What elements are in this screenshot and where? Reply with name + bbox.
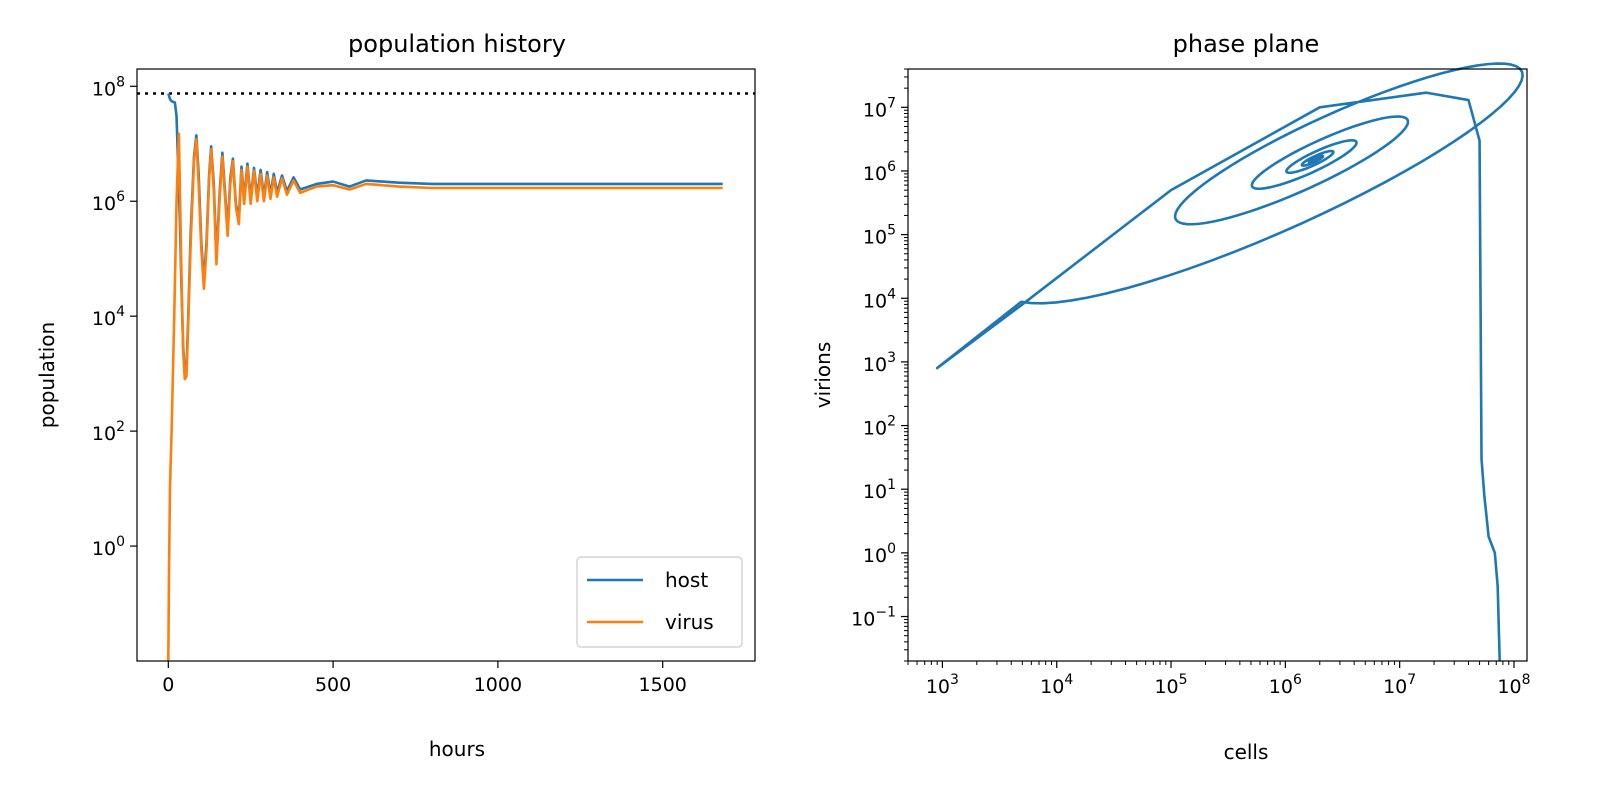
x-axis-label: cells <box>1224 740 1269 764</box>
x-tick-label: 500 <box>315 674 351 696</box>
legend: host virus <box>576 556 743 648</box>
plot-area: 103 104 105 106 107 108 10−1 100 101 102 103 104 105… <box>851 62 1531 698</box>
chart-title: population history <box>348 30 566 58</box>
x-tick-label: 107 <box>1383 672 1416 698</box>
x-tick-label: 103 <box>926 672 959 698</box>
phase-trajectory <box>935 62 1524 662</box>
x-axis-label: hours <box>429 737 485 761</box>
phase-plane-panel: phase plane cells virions 103 104 105 106 10… <box>811 30 1531 764</box>
legend-label-host: host <box>665 568 708 592</box>
y-tick-label: 102 <box>863 414 896 440</box>
x-tick-label: 108 <box>1497 672 1530 698</box>
y-tick-label: 101 <box>863 477 896 503</box>
x-tick-label: 0 <box>162 674 174 696</box>
y-tick-label: 103 <box>863 350 896 376</box>
legend-label-virus: virus <box>665 610 714 634</box>
chart-title: phase plane <box>1173 30 1320 58</box>
population-history-panel: population history hours population 0 500… <box>35 30 756 761</box>
y-tick-label: 100 <box>92 534 125 560</box>
x-tick-label: 106 <box>1269 672 1302 698</box>
x-tick-label: 1500 <box>639 674 687 696</box>
x-tick-label: 1000 <box>474 674 522 696</box>
x-tick-label: 104 <box>1040 672 1073 698</box>
y-axis-label: virions <box>811 342 835 409</box>
axes-frame <box>136 68 756 662</box>
plot-area: 0 500 1000 1500 100 102 104 106 108 <box>92 68 756 696</box>
y-tick-label: 105 <box>863 223 896 249</box>
series-line-virus <box>167 132 723 662</box>
y-tick-label: 100 <box>863 541 896 567</box>
y-tick-label: 106 <box>863 159 896 185</box>
legend-box <box>576 556 743 648</box>
y-tick-label: 104 <box>863 286 896 312</box>
y-tick-label: 10−1 <box>851 605 896 631</box>
y-tick-label: 107 <box>863 95 896 121</box>
y-tick-label: 104 <box>92 304 125 330</box>
y-tick-label: 102 <box>92 419 125 445</box>
y-tick-label: 108 <box>92 74 125 100</box>
y-tick-label: 106 <box>92 189 125 215</box>
y-axis-label: population <box>35 322 59 428</box>
x-tick-label: 105 <box>1154 672 1187 698</box>
